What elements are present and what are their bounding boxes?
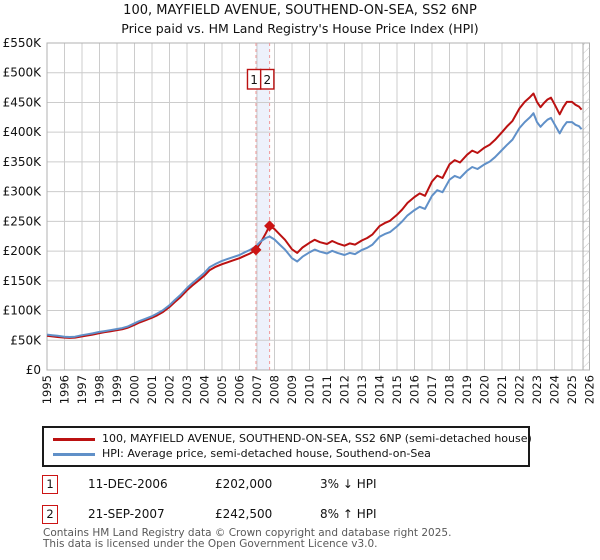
x-tick-label: 2004 bbox=[198, 375, 212, 404]
license-footer: Contains HM Land Registry data © Crown c… bbox=[43, 528, 451, 550]
sale-marker-1 bbox=[250, 244, 262, 256]
x-tick-label: 1996 bbox=[58, 375, 72, 404]
sale-period-band bbox=[255, 43, 270, 370]
x-tick-label: 2024 bbox=[548, 375, 562, 404]
transaction-2-hpi-diff: 8% ↑ HPI bbox=[320, 507, 377, 521]
y-tick-label: £200K bbox=[3, 244, 43, 258]
property-line-swatch bbox=[53, 438, 95, 441]
property-price-line bbox=[46, 92, 583, 339]
y-tick-label: £250K bbox=[3, 214, 43, 228]
grid bbox=[46, 42, 590, 371]
x-tick-label: 2013 bbox=[355, 375, 369, 404]
x-tick-label: 2000 bbox=[128, 375, 142, 404]
transaction-2-number-badge: 2 bbox=[42, 505, 58, 524]
plot-border bbox=[46, 42, 590, 371]
x-tick-label: 2003 bbox=[180, 375, 194, 404]
x-tick-label: 2001 bbox=[145, 375, 159, 404]
transaction-2-date: 21-SEP-2007 bbox=[88, 507, 165, 521]
transaction-row-2: 2 21-SEP-2007 £242,500 8% ↑ HPI bbox=[42, 505, 582, 525]
x-tick-label: 2021 bbox=[495, 375, 509, 404]
y-tick-label: £350K bbox=[3, 155, 43, 169]
y-tick-label: £400K bbox=[3, 125, 43, 139]
page-title: 100, MAYFIELD AVENUE, SOUTHEND-ON-SEA, S… bbox=[123, 3, 477, 18]
x-tick-label: 1995 bbox=[40, 375, 54, 404]
hpi-line bbox=[46, 112, 583, 338]
legend-row-hpi: HPI: Average price, semi-detached house,… bbox=[44, 447, 528, 462]
x-tick-label: 1999 bbox=[110, 375, 124, 404]
annotation-number-1: 1 bbox=[250, 73, 258, 87]
y-tick-label: £0 bbox=[26, 363, 41, 377]
annotation-box-2 bbox=[259, 68, 275, 90]
transaction-1-number-badge: 1 bbox=[42, 475, 58, 494]
x-tick-label: 2017 bbox=[425, 375, 439, 404]
x-tick-label: 2005 bbox=[215, 375, 229, 404]
x-tick-label: 2010 bbox=[303, 375, 317, 404]
x-tick-label: 2007 bbox=[250, 375, 264, 404]
x-tick-label: 2009 bbox=[285, 375, 299, 404]
chart-legend: 100, MAYFIELD AVENUE, SOUTHEND-ON-SEA, S… bbox=[42, 426, 532, 467]
y-tick-label: £100K bbox=[3, 304, 43, 318]
x-tick-label: 2011 bbox=[320, 375, 334, 404]
y-tick-label: £450K bbox=[3, 95, 43, 109]
page-subtitle: Price paid vs. HM Land Registry's House … bbox=[121, 21, 479, 36]
x-tick-label: 2016 bbox=[408, 375, 422, 404]
footer-line-2: This data is licensed under the Open Gov… bbox=[43, 538, 378, 550]
x-tick-label: 2014 bbox=[373, 375, 387, 404]
x-tick-label: 2012 bbox=[338, 375, 352, 404]
x-tick-label: 2019 bbox=[460, 375, 474, 404]
price-history-chart: £0 £50K £100K £150K £200K £250K £300K £350K £400… bbox=[3, 36, 597, 404]
hpi-line-swatch bbox=[53, 453, 95, 456]
legend-row-property: 100, MAYFIELD AVENUE, SOUTHEND-ON-SEA, S… bbox=[44, 432, 532, 447]
legend-label-property: 100, MAYFIELD AVENUE, SOUTHEND-ON-SEA, S… bbox=[102, 432, 532, 445]
x-tick-label: 2015 bbox=[390, 375, 404, 404]
transaction-1-hpi-diff: 3% ↓ HPI bbox=[320, 477, 377, 491]
y-tick-label: £50K bbox=[10, 333, 42, 347]
y-tick-label: £550K bbox=[3, 36, 43, 50]
transaction-2-price: £242,500 bbox=[215, 507, 273, 521]
transaction-1-price: £202,000 bbox=[215, 477, 273, 491]
annotation-number-2: 2 bbox=[263, 73, 271, 87]
x-tick-label: 2023 bbox=[530, 375, 544, 404]
x-tick-label: 1997 bbox=[75, 375, 89, 404]
x-tick-label: 1998 bbox=[93, 375, 107, 404]
x-tick-label: 2020 bbox=[478, 375, 492, 404]
x-tick-label: 2022 bbox=[513, 375, 527, 404]
x-tick-label: 2026 bbox=[583, 375, 597, 404]
transaction-1-date: 11-DEC-2006 bbox=[88, 477, 168, 491]
legend-label-hpi: HPI: Average price, semi-detached house,… bbox=[102, 447, 431, 460]
x-tick-label: 2006 bbox=[233, 375, 247, 404]
y-tick-label: £150K bbox=[3, 274, 43, 288]
y-tick-label: £500K bbox=[3, 66, 43, 80]
x-tick-label: 2018 bbox=[443, 375, 457, 404]
future-hatch-region bbox=[583, 43, 590, 370]
y-tick-label: £300K bbox=[3, 185, 43, 199]
footer-line-1: Contains HM Land Registry data © Crown c… bbox=[43, 527, 452, 539]
x-tick-label: 2002 bbox=[163, 375, 177, 404]
x-tick-label: 2025 bbox=[565, 375, 579, 404]
transaction-row-1: 1 11-DEC-2006 £202,000 3% ↓ HPI bbox=[42, 475, 582, 495]
sale-marker-2 bbox=[264, 220, 276, 232]
x-tick-label: 2008 bbox=[268, 375, 282, 404]
